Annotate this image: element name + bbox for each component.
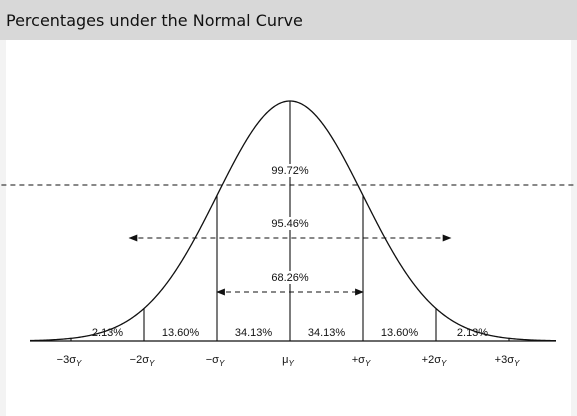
range-label-bg bbox=[267, 271, 313, 284]
axis-tick-label: −σY bbox=[206, 354, 225, 368]
segment-percentage: 13.60% bbox=[162, 327, 200, 339]
range-label: 68.26% bbox=[271, 272, 309, 284]
curve-layer bbox=[29, 100, 557, 342]
window-title: Percentages under the Normal Curve bbox=[6, 10, 303, 30]
axis-tick-label: −3σY bbox=[57, 354, 82, 368]
range-label: 99.72% bbox=[271, 165, 309, 177]
normal-curve bbox=[29, 100, 557, 342]
axis-layer: −3σY −2σY −σY μY +σY +2σY +3σY bbox=[57, 354, 520, 368]
segment-percentage: 2.13% bbox=[457, 327, 488, 339]
range-label: 95.46% bbox=[271, 218, 309, 230]
segment-labels-layer: 2.13% 13.60% 34.13% 34.13% 13.60% 2.13% bbox=[92, 327, 488, 339]
panel-right-edge bbox=[571, 40, 577, 416]
segment-percentage: 13.60% bbox=[381, 327, 419, 339]
segment-percentage: 34.13% bbox=[308, 327, 346, 339]
axis-tick-label: +σY bbox=[352, 354, 371, 368]
window-title-bar: Percentages under the Normal Curve bbox=[0, 0, 577, 40]
range-label-bg bbox=[267, 217, 313, 230]
range-label-bg bbox=[267, 164, 313, 177]
segment-percentage: 34.13% bbox=[235, 327, 273, 339]
axis-tick-label: −2σY bbox=[130, 354, 155, 368]
panel-left-edge bbox=[0, 40, 6, 416]
axis-tick-label: μY bbox=[282, 354, 294, 368]
axis-tick-label: +2σY bbox=[422, 354, 447, 368]
range-arrows-layer: 99.72% 95.46% 68.26% bbox=[0, 164, 577, 296]
axis-tick-label: +3σY bbox=[495, 354, 520, 368]
segment-percentage: 2.13% bbox=[92, 327, 123, 339]
